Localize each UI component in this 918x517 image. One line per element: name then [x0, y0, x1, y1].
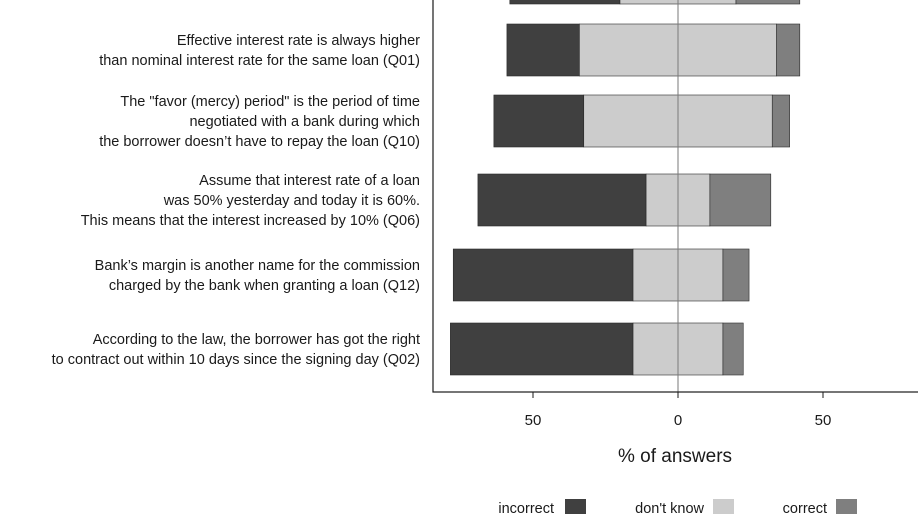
- bar-segment-correct-q1: [776, 23, 801, 77]
- bars-group: [450, 0, 801, 376]
- bar-segment-correct-q0: [735, 0, 801, 5]
- legend-swatch-correct: [836, 499, 857, 514]
- bar-segment-correct-q3: [709, 173, 772, 227]
- question-label-line: This means that the interest increased b…: [81, 213, 420, 229]
- bar-segment-incorrect-q1: [506, 23, 580, 77]
- question-label-line: than nominal interest rate for the same …: [99, 53, 420, 69]
- bar-segment-correct-q4: [722, 248, 750, 302]
- legend-swatch-incorrect: [565, 499, 586, 514]
- x-axis: 50 0 50: [525, 392, 832, 429]
- bar-segment-correct-q2: [771, 94, 790, 148]
- bar-segment-incorrect-q5: [450, 322, 634, 376]
- question-label-4: Bank’s margin is another name for the co…: [95, 258, 420, 294]
- question-label-1: Effective interest rate is always higher…: [99, 33, 420, 69]
- question-label-line: negotiated with a bank during which: [189, 114, 420, 130]
- question-labels: Effective interest rate is always higher…: [52, 33, 421, 368]
- legend-label-correct: correct: [783, 501, 827, 517]
- legend-swatch-dont-know: [713, 499, 734, 514]
- question-label-line: to contract out within 10 days since the…: [52, 352, 420, 368]
- question-label-line: Bank’s margin is another name for the co…: [95, 258, 420, 274]
- bar-segment-incorrect-q2: [493, 94, 585, 148]
- question-label-line: Effective interest rate is always higher: [177, 33, 420, 49]
- question-label-line: According to the law, the borrower has g…: [93, 332, 420, 348]
- question-label-line: charged by the bank when granting a loan…: [109, 278, 420, 294]
- question-label-line: Assume that interest rate of a loan: [199, 173, 420, 189]
- bar-segment-incorrect-q0: [509, 0, 621, 5]
- question-label-line: The "favor (mercy) period" is the period…: [120, 94, 420, 110]
- x-tick-label: 50: [525, 412, 542, 429]
- legend-label-incorrect: incorrect: [498, 501, 554, 517]
- bar-segment-incorrect-q4: [452, 248, 634, 302]
- x-tick-label: 50: [815, 412, 832, 429]
- question-label-line: was 50% yesterday and today it is 60%.: [163, 193, 420, 209]
- question-label-5: According to the law, the borrower has g…: [52, 332, 420, 368]
- question-label-3: Assume that interest rate of a loan was 5…: [81, 173, 420, 229]
- question-label-2: The "favor (mercy) period" is the period…: [99, 94, 420, 150]
- legend-label-dont-know: don't know: [635, 501, 704, 517]
- bar-segment-correct-q5: [722, 322, 744, 376]
- x-tick-label: 0: [674, 412, 682, 429]
- bar-segment-incorrect-q3: [477, 173, 647, 227]
- question-label-line: the borrower doesn’t have to repay the l…: [99, 134, 420, 150]
- x-axis-label: % of answers: [618, 446, 732, 467]
- legend: incorrect don't know correct: [498, 499, 857, 517]
